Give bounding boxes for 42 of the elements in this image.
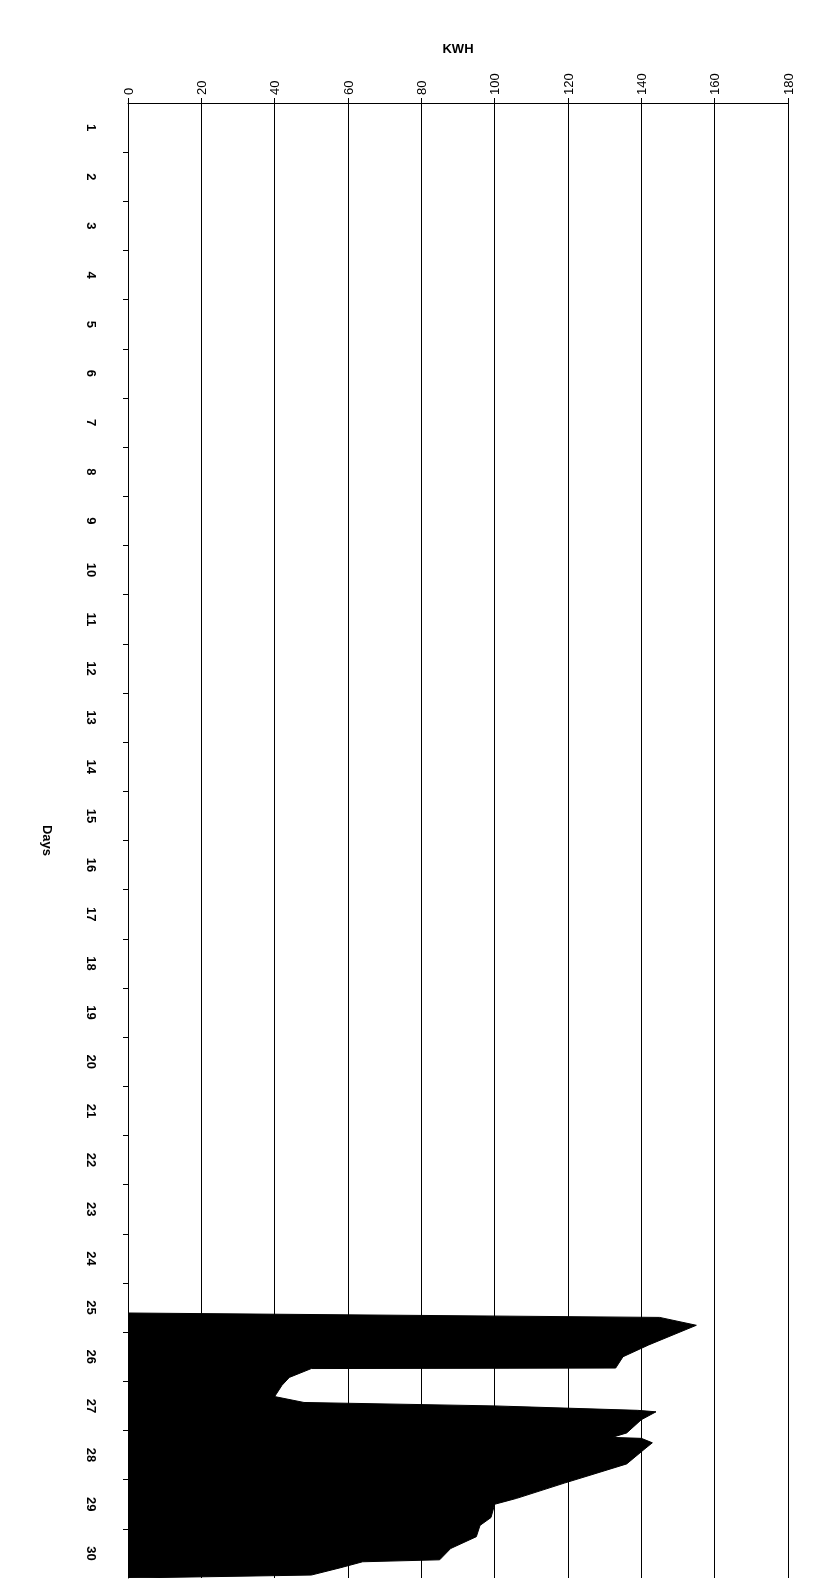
y-tick-label: 9 bbox=[84, 517, 99, 525]
x-tick-label: 160 bbox=[707, 73, 723, 95]
y-tick-label: 7 bbox=[84, 418, 99, 427]
y-tick-label: 4 bbox=[84, 271, 99, 280]
y-tick-label: 5 bbox=[84, 320, 99, 328]
y-tick-label: 6 bbox=[84, 369, 99, 378]
x-tick-label: 40 bbox=[267, 80, 283, 95]
y-tick-label: 16 bbox=[84, 857, 99, 873]
y-tick-label: 10 bbox=[84, 562, 99, 578]
y-tick-label: 29 bbox=[84, 1497, 99, 1512]
y-tick-label: 25 bbox=[84, 1300, 99, 1315]
y-tick-label: 24 bbox=[84, 1251, 99, 1267]
y-tick-label: 22 bbox=[84, 1152, 99, 1168]
y-tick-label: 13 bbox=[84, 710, 99, 725]
y-tick-label: 17 bbox=[84, 907, 99, 922]
y-tick-label: 14 bbox=[84, 759, 99, 775]
x-axis-title: KWH bbox=[442, 40, 474, 56]
y-tick-label: 21 bbox=[84, 1103, 99, 1119]
y-tick-label: 30 bbox=[84, 1546, 99, 1561]
y-tick-label: 26 bbox=[84, 1349, 99, 1364]
y-tick-label: 1 bbox=[84, 123, 99, 132]
y-tick-label: 12 bbox=[84, 661, 99, 676]
y-tick-label: 3 bbox=[84, 222, 99, 230]
y-tick-label: 27 bbox=[84, 1398, 99, 1414]
y-tick-label: 23 bbox=[84, 1202, 99, 1217]
x-tick-label: 180 bbox=[780, 73, 796, 95]
y-tick-label: 11 bbox=[84, 612, 99, 627]
y-tick-label: 8 bbox=[84, 468, 99, 476]
y-axis-title: Days bbox=[39, 824, 55, 857]
y-tick-label: 18 bbox=[84, 956, 99, 971]
x-tick-label: 100 bbox=[487, 73, 503, 95]
y-tick-label: 19 bbox=[84, 1005, 99, 1020]
x-tick-label: 120 bbox=[560, 73, 576, 95]
x-tick-label: 140 bbox=[633, 73, 649, 95]
y-tick-label: 20 bbox=[84, 1054, 99, 1069]
x-tick-label: 20 bbox=[193, 80, 209, 95]
x-tick-label: 80 bbox=[413, 80, 429, 95]
y-tick-label: 2 bbox=[84, 173, 99, 181]
x-tick-label: 60 bbox=[340, 80, 356, 95]
x-tick-label: 0 bbox=[120, 87, 136, 95]
y-tick-label: 15 bbox=[84, 808, 99, 824]
y-tick-label: 28 bbox=[84, 1447, 99, 1463]
